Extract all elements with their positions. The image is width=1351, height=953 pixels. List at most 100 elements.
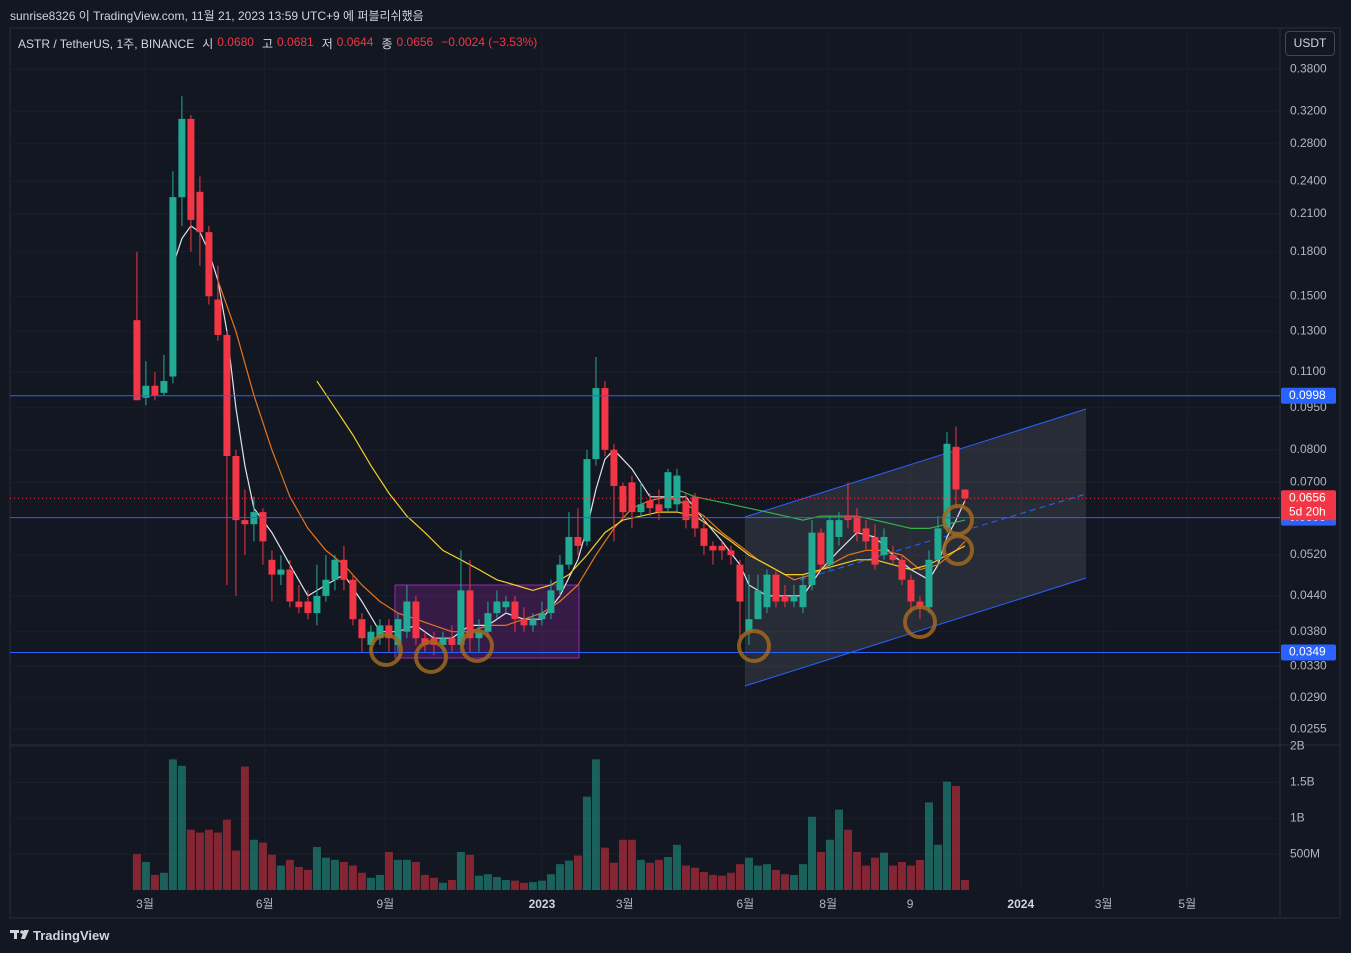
candle-body bbox=[142, 385, 150, 398]
candle-body bbox=[853, 516, 861, 533]
candle-body bbox=[934, 528, 942, 560]
candle-body bbox=[655, 504, 663, 513]
volume-bar bbox=[303, 869, 312, 890]
candle-body bbox=[871, 536, 879, 565]
y-tick-label: 0.0800 bbox=[1290, 442, 1327, 456]
candle-body bbox=[493, 601, 501, 614]
channel-fill bbox=[745, 409, 1086, 686]
volume-bar bbox=[699, 872, 708, 890]
logo-icon bbox=[10, 930, 29, 939]
candle-body bbox=[169, 197, 177, 377]
volume-bar bbox=[600, 847, 609, 890]
highlight-circle bbox=[903, 605, 937, 639]
highlight-circle bbox=[414, 640, 448, 674]
ohlc-value: 0.0680 bbox=[217, 35, 254, 49]
highlight-circle bbox=[460, 629, 494, 663]
volume-bar bbox=[330, 859, 339, 890]
volume-bar bbox=[726, 872, 735, 890]
candle-body bbox=[907, 579, 915, 602]
volume-bar bbox=[762, 864, 771, 890]
y-tick-label: 0.0700 bbox=[1290, 475, 1327, 489]
last-price-badge bbox=[1281, 490, 1336, 521]
y-tick-label: 0.0330 bbox=[1290, 658, 1327, 672]
volume-bar bbox=[672, 844, 681, 890]
candle-body bbox=[295, 601, 303, 608]
x-tick-label: 9월 bbox=[376, 897, 394, 911]
candle-body bbox=[412, 601, 420, 639]
volume-bar bbox=[195, 832, 204, 890]
candle-body bbox=[601, 388, 609, 450]
volume-bar bbox=[132, 854, 141, 890]
candle-body bbox=[259, 512, 267, 542]
y-tick-label: 0.0290 bbox=[1290, 690, 1327, 704]
candle-body bbox=[286, 569, 294, 602]
volume-bar bbox=[519, 882, 528, 890]
moving-average bbox=[316, 380, 966, 592]
candle-body bbox=[790, 595, 798, 602]
candle-body bbox=[448, 638, 456, 645]
volume-bar bbox=[528, 882, 537, 890]
candle-body bbox=[799, 585, 807, 608]
volume-bar bbox=[546, 874, 555, 890]
change: −0.0024 (−3.53%) bbox=[441, 35, 538, 49]
candle-body bbox=[943, 443, 951, 529]
candle-body bbox=[178, 118, 186, 198]
volume-bar bbox=[897, 862, 906, 890]
volume-bar bbox=[636, 859, 645, 890]
volume-tick-label: 2B bbox=[1290, 739, 1305, 753]
volume-bar bbox=[960, 879, 969, 890]
volume-bar bbox=[249, 839, 258, 890]
volume-bar bbox=[789, 874, 798, 890]
volume-bar bbox=[618, 839, 627, 890]
volume-bar bbox=[744, 857, 753, 890]
volume-bar bbox=[357, 872, 366, 890]
candle-body bbox=[475, 631, 483, 639]
volume-bar bbox=[834, 809, 843, 890]
volume-bar bbox=[204, 829, 213, 890]
candle-body bbox=[241, 520, 249, 525]
moving-average bbox=[172, 225, 966, 639]
volume-bar bbox=[843, 829, 852, 890]
axes: 0.3800 0.3200 0.2800 0.2400 0.2100 0.1800 0.15… bbox=[136, 61, 1336, 911]
volume-bar bbox=[708, 874, 717, 890]
y-tick-label: 0.3200 bbox=[1290, 103, 1327, 117]
candle-body bbox=[664, 472, 672, 509]
volume-bar bbox=[375, 874, 384, 890]
volume-bar bbox=[582, 796, 591, 890]
candle-body bbox=[502, 601, 510, 608]
volume-bar bbox=[213, 832, 222, 890]
volume-bar bbox=[906, 865, 915, 890]
volume-bar bbox=[690, 867, 699, 890]
highlights bbox=[369, 504, 974, 674]
y-tick-label: 0.2400 bbox=[1290, 174, 1327, 188]
x-tick-label: 2023 bbox=[529, 897, 556, 911]
logo-part bbox=[14, 930, 17, 939]
countdown: 5d 20h bbox=[1289, 504, 1326, 518]
volume-bar bbox=[186, 829, 195, 890]
price-badge bbox=[1281, 387, 1336, 404]
candle-body bbox=[133, 320, 141, 401]
volume-bar bbox=[591, 759, 600, 890]
volume-bar bbox=[663, 856, 672, 890]
volume-bar bbox=[717, 875, 726, 890]
candle-body bbox=[376, 625, 384, 639]
ohlc-value: 0.0644 bbox=[336, 35, 374, 49]
currency-button[interactable]: USDT bbox=[1285, 31, 1335, 56]
logo-part bbox=[21, 930, 29, 939]
price-badge-label: 0.0349 bbox=[1289, 645, 1326, 659]
volume-bar bbox=[141, 862, 150, 890]
volume-bar bbox=[447, 879, 456, 890]
last-price-label: 0.0656 bbox=[1289, 490, 1326, 504]
candle-body bbox=[610, 449, 618, 486]
volume-bar bbox=[924, 802, 933, 890]
volume-bar bbox=[825, 839, 834, 890]
candle-body bbox=[709, 545, 717, 551]
ohlc-name: 종 bbox=[381, 37, 393, 51]
candle-body bbox=[331, 559, 339, 580]
volume-bar bbox=[258, 842, 267, 890]
ohlc-value: 0.0656 bbox=[396, 35, 434, 49]
volume-bar bbox=[816, 851, 825, 890]
candle-body bbox=[511, 601, 519, 620]
